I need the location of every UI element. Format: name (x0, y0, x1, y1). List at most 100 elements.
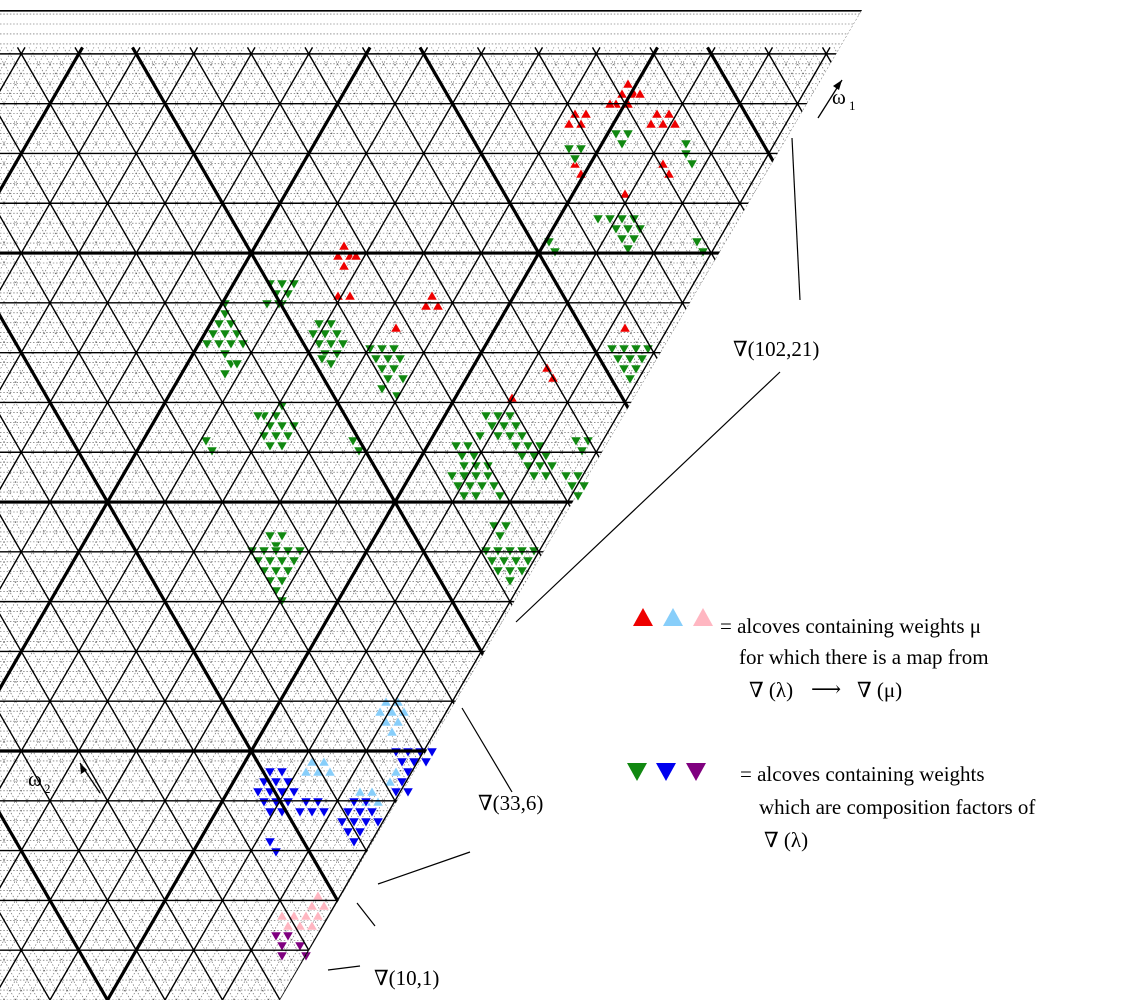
blue-alcove (366, 807, 378, 818)
lightblue-alcove (392, 716, 404, 727)
blue-alcove (288, 787, 300, 798)
blue-alcove (354, 807, 366, 818)
green-alcove (522, 556, 534, 567)
blue-alcove (348, 837, 360, 848)
green-alcove (325, 359, 337, 370)
green-alcove (691, 237, 703, 248)
green-alcove (276, 576, 288, 587)
green-alcove (231, 359, 243, 370)
green-alcove (264, 531, 276, 542)
green-alcove (510, 441, 522, 452)
red-alcove (338, 240, 350, 251)
green-alcove (572, 471, 584, 482)
legend-down-line1: = alcoves containing weights (740, 762, 985, 786)
blue-alcove (270, 847, 282, 858)
green-alcove (476, 481, 488, 492)
green-alcove (270, 566, 282, 577)
green-alcove (313, 319, 325, 330)
pink-alcove (312, 890, 324, 901)
green-alcove (219, 329, 231, 340)
green-alcove (388, 364, 400, 375)
blue-alcove (312, 797, 324, 808)
legend-up: = alcoves containing weights μ for which… (633, 608, 989, 702)
green-alcove (264, 556, 276, 567)
pink-alcove (312, 910, 324, 921)
fine-grid (0, 13, 862, 1000)
green-alcove (486, 556, 498, 567)
green-alcove (494, 531, 506, 542)
green-alcove (616, 139, 628, 150)
legend-up-line1: = alcoves containing weights μ (720, 614, 981, 638)
green-alcove (486, 421, 498, 432)
pointer-33-6-lower (377, 851, 471, 885)
green-alcove (575, 144, 587, 155)
green-alcove (566, 481, 578, 492)
blue-alcove (264, 837, 276, 848)
blue-alcove (264, 767, 276, 778)
green-alcove (546, 461, 558, 472)
blue-alcove (396, 777, 408, 788)
green-alcove (276, 556, 288, 567)
green-alcove (492, 431, 504, 442)
green-alcove (276, 441, 288, 452)
green-alcove (622, 129, 634, 140)
purple-alcove (282, 931, 294, 942)
green-alcove (219, 349, 231, 360)
green-alcove (270, 431, 282, 442)
green-alcove (630, 364, 642, 375)
green-alcove (560, 471, 572, 482)
red-alcove (669, 118, 681, 129)
green-alcove (540, 471, 552, 482)
legend-up-arrow: ⟶ (811, 677, 841, 701)
legend-red-up-triangle (633, 608, 653, 626)
blue-alcove (426, 747, 438, 758)
omega1-subscript: 1 (849, 98, 856, 113)
green-alcove (616, 234, 628, 245)
red-alcove (563, 118, 575, 129)
pink-alcove (300, 910, 312, 921)
green-alcove (516, 431, 528, 442)
pointer-10-1-lower (327, 965, 361, 971)
green-alcove (624, 354, 636, 365)
pink-alcove (288, 910, 300, 921)
lightblue-alcove (366, 786, 378, 797)
legend-green-down-triangle (627, 763, 647, 781)
blue-alcove (252, 787, 264, 798)
pointer-102-21-upper (791, 137, 801, 301)
red-alcove (651, 108, 663, 119)
legend-pink-up-triangle (693, 608, 713, 626)
green-alcove (492, 566, 504, 577)
label-nabla-102-21: ∇(102,21) (733, 337, 819, 361)
red-alcove (420, 300, 432, 311)
omega2-arrowhead (80, 763, 87, 774)
green-alcove (610, 224, 622, 235)
green-alcove (504, 566, 516, 577)
green-alcove (313, 339, 325, 350)
wall-lines (0, 10, 862, 1000)
green-alcove (480, 411, 492, 422)
blue-alcove (402, 787, 414, 798)
green-alcove (498, 556, 510, 567)
pink-alcove (282, 920, 294, 931)
blue-alcove (348, 817, 360, 828)
green-alcove (331, 349, 343, 360)
green-alcove (610, 129, 622, 140)
pink-alcove (318, 900, 330, 911)
blue-alcove (372, 817, 384, 828)
green-alcove (618, 364, 630, 375)
pointer-10-1-upper (356, 902, 376, 927)
blue-alcove (360, 817, 372, 828)
green-alcove (207, 329, 219, 340)
green-alcove (397, 374, 409, 385)
green-alcove (504, 411, 516, 422)
red-alcove (350, 250, 362, 261)
blue-alcove (420, 757, 432, 768)
green-alcove (388, 344, 400, 355)
green-alcove (458, 461, 470, 472)
green-alcove (252, 411, 264, 422)
green-alcove (282, 431, 294, 442)
omega1-symbol: ω (832, 85, 846, 109)
green-alcove (319, 329, 331, 340)
lightblue-alcove (318, 756, 330, 767)
